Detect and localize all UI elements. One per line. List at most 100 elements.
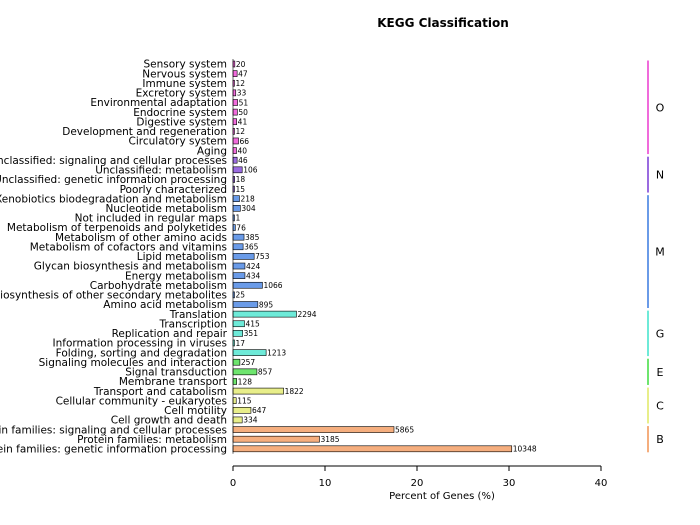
category-label: Glycan biosynthesis and metabolism [34,261,227,273]
category-label: Nucleotide metabolism [106,203,227,215]
value-label: 46 [238,156,248,165]
category-label: Cell growth and death [111,415,227,427]
bar [232,281,263,289]
category-label: Signal transduction [125,367,227,379]
bar [232,166,243,174]
bar [232,310,297,318]
value-label: 351 [244,329,259,338]
category-label: Aging [197,145,227,157]
x-tick-label: 30 [503,478,516,489]
category-label: Signaling molecules and interaction [39,357,227,369]
category-label: Sensory system [143,59,227,71]
chart-title: KEGG Classification [377,16,509,30]
value-label: 753 [255,252,270,261]
value-label: 12 [236,79,246,88]
value-label: 3185 [320,435,339,444]
bar [232,195,240,202]
value-label: 365 [244,243,259,252]
category-label: Not included in regular maps [75,213,227,225]
bar [232,387,284,395]
value-label: 128 [238,377,253,386]
bar [232,426,395,433]
bar [232,330,243,337]
bar [232,435,320,443]
bar [232,118,237,126]
category-label: Poorly characterized [120,184,227,196]
x-tick-label: 20 [411,478,424,489]
category-label: Unclassified: signaling and cellular pro… [0,155,227,167]
bar [232,253,255,260]
value-label: 385 [245,233,260,242]
value-label: 5865 [395,425,414,434]
value-label: 18 [236,175,246,184]
category-label: Unclassified: metabolism [95,165,227,177]
category-label: Transport and catabolism [93,386,227,398]
value-label: 76 [236,223,246,232]
category-label: Unclassified: genetic information proces… [0,174,227,186]
value-label: 257 [241,358,256,367]
bar [232,108,238,116]
category-label: Development and regeneration [62,126,227,138]
category-label: Metabolism of terpenoids and polyketides [7,222,227,234]
category-label: Biosynthesis of other secondary metaboli… [0,290,227,302]
bar [232,416,243,424]
category-label: Energy metabolism [125,270,227,282]
group-label: M [655,246,665,259]
category-label: Xenobiotics biodegradation and metabolis… [0,193,227,205]
value-label: 334 [243,416,258,425]
x-tick-label: 0 [230,478,236,489]
value-label: 20 [236,60,246,69]
group-label: N [656,169,664,182]
bar [232,368,258,376]
group-label: G [656,327,665,340]
category-label: Protein families: metabolism [77,434,227,446]
bar [232,301,259,308]
value-label: 12 [236,127,246,136]
category-label: Lipid metabolism [137,251,227,263]
bar [232,99,238,106]
value-label: 424 [246,262,261,271]
category-label: Metabolism of other amino acids [55,232,227,244]
value-label: 33 [237,89,247,98]
value-label: 106 [243,166,258,175]
value-label: 66 [240,137,250,146]
bar [232,137,239,145]
category-label: Transcription [158,318,227,330]
bar [232,445,513,453]
x-axis: 0 10 20 30 40 [230,465,608,489]
bar [232,156,238,164]
value-label: 15 [236,185,246,194]
value-label: 1822 [285,387,304,396]
category-label: Immune system [142,78,227,90]
value-label: 647 [252,406,267,415]
bar [232,205,241,212]
x-tick-label: 10 [319,478,332,489]
x-axis-title: Percent of Genes (%) [389,491,495,502]
value-label: 1213 [267,348,286,357]
group-label: O [656,101,665,114]
group-brackets: O N M G E C B [647,60,665,453]
category-label: Protein families: genetic information pr… [0,444,227,456]
value-label: 304 [241,204,256,213]
bars-layer: Sensory system 20 Nervous system 47 Immune s… [0,59,537,456]
value-label: 1066 [263,281,282,290]
category-label: Cellular community - eukaryotes [56,395,227,407]
bar [232,358,241,366]
bar [232,320,245,328]
category-label: Replication and repair [112,328,228,340]
bar [232,89,237,97]
x-tick-label: 40 [595,478,608,489]
category-label: Protein families: signaling and cellular… [0,424,227,436]
category-label: Information processing in viruses [53,338,227,350]
bar [232,224,236,231]
value-label: 50 [238,108,248,117]
bar [232,147,237,154]
category-label: Metabolism of cofactors and vitamins [30,241,227,253]
bar [232,378,237,385]
bar [232,233,245,241]
value-label: 895 [259,300,274,309]
category-label: Excretory system [136,88,227,100]
value-label: 51 [239,98,249,107]
value-label: 218 [240,194,255,203]
value-label: 415 [246,320,261,329]
